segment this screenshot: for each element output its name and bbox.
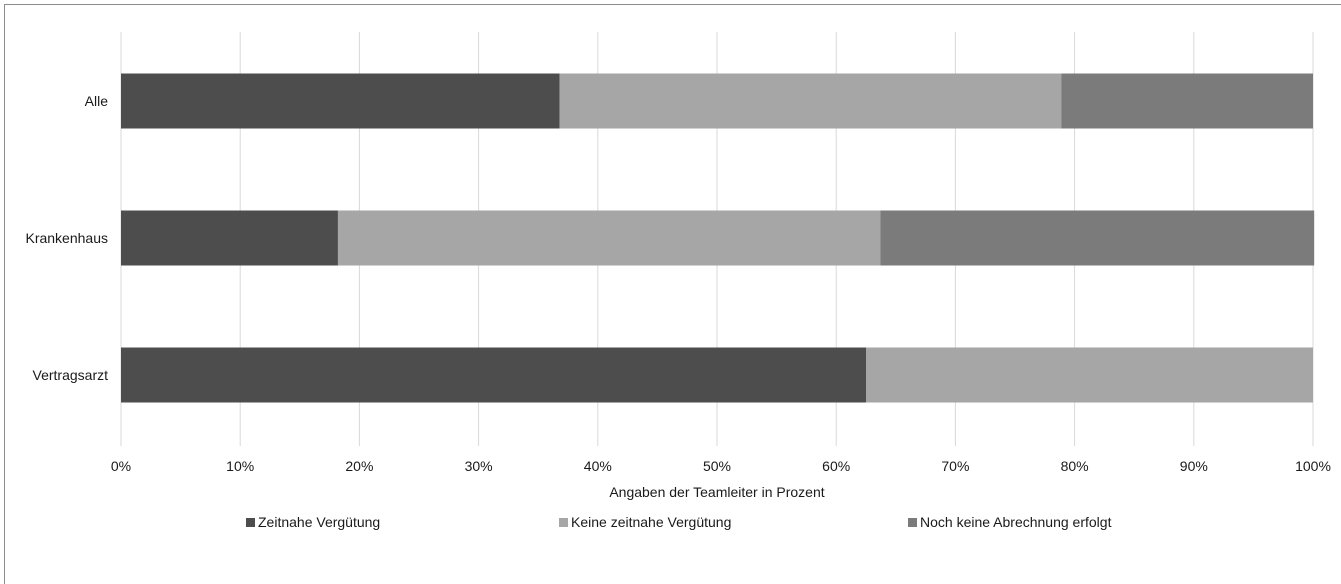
- bar-segment: [121, 210, 338, 266]
- category-label: Krankenhaus: [25, 230, 108, 246]
- bar-segment: [121, 73, 560, 129]
- x-tick-label: 90%: [1180, 458, 1208, 474]
- category-label: Alle: [85, 93, 109, 109]
- x-tick-label: 80%: [1061, 458, 1089, 474]
- bars: [121, 73, 1315, 403]
- x-tick-label: 50%: [703, 458, 731, 474]
- x-tick-label: 0%: [111, 458, 131, 474]
- x-tick-label: 30%: [465, 458, 493, 474]
- x-axis-title: Angaben der Teamleiter in Prozent: [609, 484, 824, 500]
- bar-segment: [880, 210, 1315, 266]
- x-tick-labels: 0% 10% 20% 30% 40% 50% 60% 70% 80% 90% 100%: [111, 458, 1331, 474]
- category-label: Vertragsarzt: [33, 367, 109, 383]
- x-tick-label: 60%: [822, 458, 850, 474]
- x-tick-label: 100%: [1295, 458, 1331, 474]
- category-labels: Alle Krankenhaus Vertragsarzt: [25, 93, 108, 383]
- bar-segment: [1061, 73, 1313, 129]
- legend-swatch: [559, 518, 568, 527]
- legend: Zeitnahe Vergütung Keine zeitnahe Vergütu…: [246, 514, 1112, 530]
- legend-label: Zeitnahe Vergütung: [258, 514, 380, 530]
- stacked-bar-chart: Alle Krankenhaus Vertragsarzt 0% 10% 20% 30% 4…: [25, 32, 1331, 530]
- chart-frame: [4, 4, 1341, 584]
- x-tick-label: 10%: [226, 458, 254, 474]
- bar-segment: [866, 347, 1313, 403]
- x-tick-label: 70%: [941, 458, 969, 474]
- legend-label: Keine zeitnahe Vergütung: [571, 514, 731, 530]
- legend-label: Noch keine Abrechnung erfolgt: [920, 514, 1112, 530]
- x-tick-label: 40%: [584, 458, 612, 474]
- bar-segment: [559, 73, 1062, 129]
- legend-swatch: [908, 518, 917, 527]
- legend-swatch: [246, 518, 255, 527]
- bar-segment: [337, 210, 881, 266]
- bar-segment: [121, 347, 866, 403]
- x-tick-label: 20%: [345, 458, 373, 474]
